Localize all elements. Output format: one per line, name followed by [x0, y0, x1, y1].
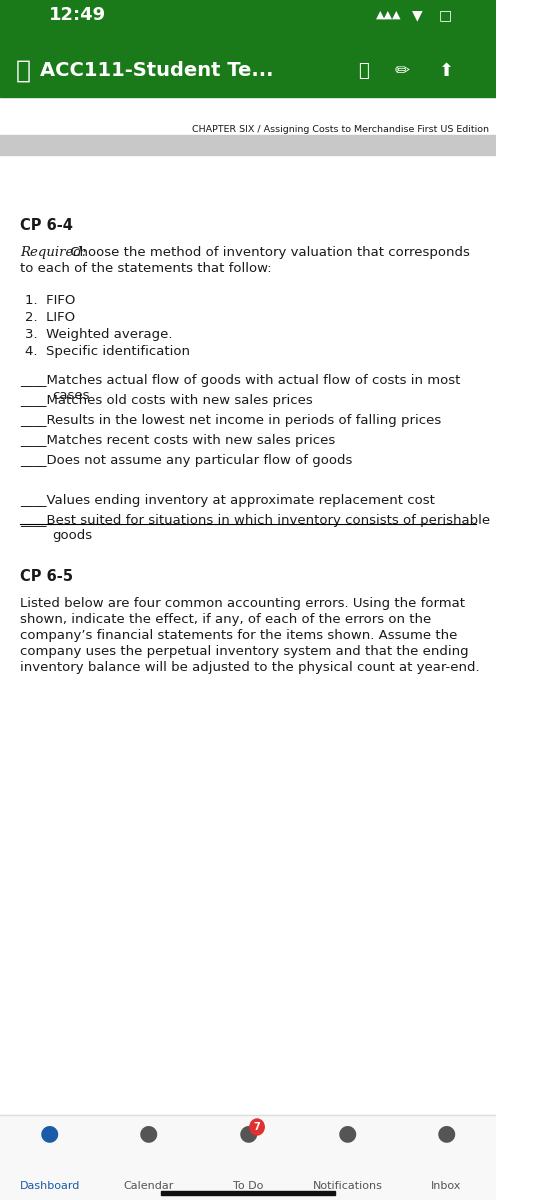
Text: 🔍: 🔍: [358, 62, 369, 80]
Text: Listed below are four common accounting errors. Using the format: Listed below are four common accounting …: [20, 596, 465, 610]
Text: company uses the perpetual inventory system and that the ending: company uses the perpetual inventory sys…: [20, 646, 468, 658]
Text: ____Matches actual flow of goods with actual flow of costs in most: ____Matches actual flow of goods with ac…: [20, 374, 460, 386]
Text: ●: ●: [40, 1123, 59, 1142]
Text: 4.  Specific identification: 4. Specific identification: [25, 346, 190, 358]
Text: To Do: To Do: [233, 1181, 263, 1190]
Text: ⬆: ⬆: [439, 62, 454, 80]
Text: Inbox: Inbox: [432, 1181, 461, 1190]
Text: ▲▲▲: ▲▲▲: [376, 10, 402, 20]
Text: ✏: ✏: [394, 62, 409, 80]
Text: 3.  Weighted average.: 3. Weighted average.: [25, 328, 173, 341]
Text: □: □: [439, 8, 452, 22]
Text: CP 6-4: CP 6-4: [20, 218, 73, 233]
Text: ____Does not assume any particular flow of goods: ____Does not assume any particular flow …: [20, 454, 352, 467]
Bar: [161, 1190, 335, 1195]
Bar: [0, 1115, 496, 1200]
Circle shape: [250, 1118, 264, 1135]
Text: Notifications: Notifications: [312, 1181, 382, 1190]
Text: ●: ●: [337, 1123, 357, 1142]
Text: company’s financial statements for the items shown. Assume the: company’s financial statements for the i…: [20, 629, 457, 642]
Text: Dashboard: Dashboard: [19, 1181, 80, 1190]
Bar: [0, 134, 496, 155]
Text: ●: ●: [437, 1123, 456, 1142]
Text: ●: ●: [139, 1123, 158, 1142]
Text: Choose the method of inventory valuation that corresponds: Choose the method of inventory valuation…: [66, 246, 470, 259]
Text: Calendar: Calendar: [124, 1181, 174, 1190]
Text: ____Matches recent costs with new sales prices: ____Matches recent costs with new sales …: [20, 434, 335, 446]
Text: ●: ●: [238, 1123, 258, 1142]
Text: inventory balance will be adjusted to the physical count at year-end.: inventory balance will be adjusted to th…: [20, 661, 479, 674]
Text: 7: 7: [254, 1122, 260, 1132]
Text: ____Values ending inventory at approximate replacement cost: ____Values ending inventory at approxima…: [20, 494, 434, 506]
Text: ACC111-Student Te...: ACC111-Student Te...: [40, 61, 274, 80]
Text: ____Matches old costs with new sales prices: ____Matches old costs with new sales pri…: [20, 394, 312, 407]
Text: 12:49: 12:49: [49, 6, 106, 24]
Text: goods: goods: [52, 529, 92, 542]
Text: ▼: ▼: [412, 8, 423, 22]
Text: to each of the statements that follow:: to each of the statements that follow:: [20, 262, 271, 275]
Text: ____Best suited for situations in which inventory consists of perishable: ____Best suited for situations in which …: [20, 514, 490, 527]
Bar: [0, 44, 496, 97]
Bar: [0, 0, 496, 44]
Text: 2.  LIFO: 2. LIFO: [25, 311, 75, 324]
Text: 1.  FIFO: 1. FIFO: [25, 294, 75, 307]
Text: Required:: Required:: [20, 246, 86, 259]
Text: shown, indicate the effect, if any, of each of the errors on the: shown, indicate the effect, if any, of e…: [20, 613, 431, 626]
Text: cases: cases: [52, 389, 89, 402]
Text: 〈: 〈: [16, 59, 31, 83]
Text: CHAPTER SIX / Assigning Costs to Merchandise First US Edition: CHAPTER SIX / Assigning Costs to Merchan…: [192, 125, 489, 134]
Text: ____Results in the lowest net income in periods of falling prices: ____Results in the lowest net income in …: [20, 414, 441, 427]
Text: CP 6-5: CP 6-5: [20, 569, 73, 584]
